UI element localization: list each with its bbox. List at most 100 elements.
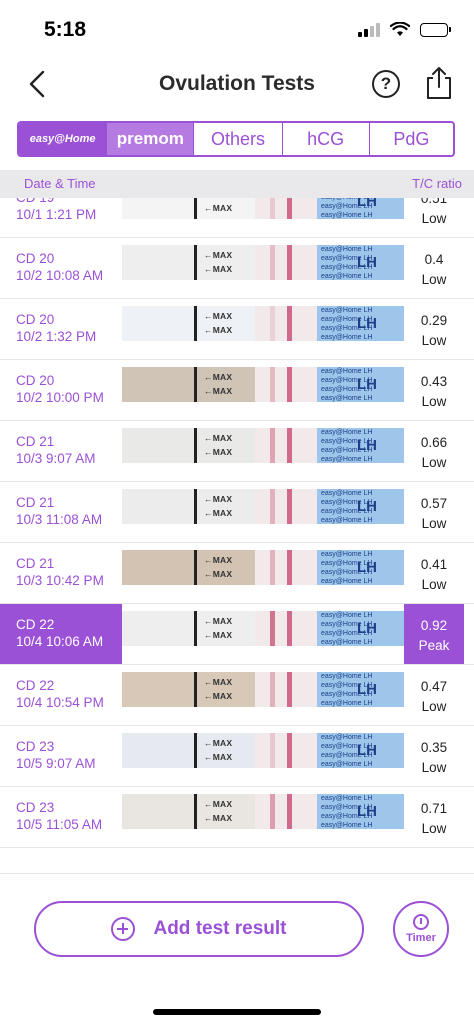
test-result-list[interactable]: CD 1910/1 1:21 PM ←MAX ←MAX easy@Home LH ea… — [0, 198, 474, 850]
test-row[interactable]: CD 20 10/2 10:00 PM ←MAX ←MAX easy@Home LH e… — [0, 360, 474, 421]
tab-premom[interactable]: premom — [107, 123, 195, 155]
status-bar: 5:18 — [0, 0, 474, 58]
test-line — [270, 733, 275, 768]
test-row-result: 0.4 Low — [404, 238, 464, 298]
share-button[interactable] — [424, 66, 454, 100]
test-strip-photo[interactable]: ←MAX ←MAX easy@Home LH easy@Home LH easy@H… — [122, 794, 404, 829]
page-title: Ovulation Tests — [159, 72, 315, 95]
test-row[interactable]: CD 21 10/3 11:08 AM ←MAX ←MAX easy@Home LH e… — [0, 482, 474, 543]
strip-brand-print: easy@Home LH easy@Home LH easy@Home LH e… — [321, 368, 373, 402]
cycle-day-label: CD 19 — [16, 198, 122, 206]
max-arrow-label: ←MAX — [204, 630, 233, 640]
strip-brand-print: easy@Home LH easy@Home LH easy@Home LH e… — [321, 429, 373, 463]
control-line — [287, 306, 292, 341]
max-arrow-label: ←MAX — [204, 447, 233, 457]
cycle-day-label: CD 20 — [16, 251, 55, 266]
max-arrow-label: ←MAX — [204, 198, 232, 199]
tab-others[interactable]: Others — [194, 123, 283, 155]
lh-label: LH — [357, 254, 377, 271]
control-line — [287, 198, 292, 219]
test-row-result: 0.47 Low — [404, 665, 464, 725]
timer-button[interactable]: Timer — [393, 901, 449, 957]
add-test-result-button[interactable]: Add test result — [34, 901, 364, 957]
test-strip-photo[interactable]: ←MAX ←MAX easy@Home LH easy@Home LH easy@H… — [122, 306, 404, 341]
test-row-date: CD 22 10/4 10:54 PM — [0, 665, 122, 725]
cycle-day-label: CD 21 — [16, 556, 55, 571]
test-row[interactable]: CD 20 10/2 10:08 AM ←MAX ←MAX easy@Home LH e… — [0, 238, 474, 299]
test-datetime-label: 10/2 10:08 AM — [16, 268, 104, 283]
chevron-left-icon — [29, 70, 45, 98]
test-datetime-label: 10/4 10:06 AM — [16, 634, 104, 649]
lh-label: LH — [357, 681, 377, 698]
max-arrow-label: ←MAX — [204, 250, 233, 260]
test-strip-photo[interactable]: ←MAX ←MAX easy@Home LH easy@Home LH easy@H… — [122, 733, 404, 768]
help-button[interactable]: ? — [372, 70, 400, 98]
test-strip-photo[interactable]: ←MAX ←MAX easy@Home LH easy@Home LH easy@H… — [122, 367, 404, 402]
tab-hcg[interactable]: hCG — [283, 123, 370, 155]
test-row[interactable]: CD 22 10/4 10:06 AM ←MAX ←MAX easy@Home LH e… — [0, 604, 474, 665]
strip-brand-print: easy@Home LH easy@Home LH easy@Home LH e… — [321, 198, 373, 219]
test-strip-photo[interactable]: ←MAX ←MAX easy@Home LH easy@Home LH easy@H… — [122, 245, 404, 280]
control-line — [287, 428, 292, 463]
max-arrow-label: ←MAX — [204, 311, 233, 321]
test-strip-photo[interactable]: ←MAX ←MAX easy@Home LH easy@Home LH easy@H… — [122, 550, 404, 585]
max-arrow-label: ←MAX — [204, 677, 233, 687]
fertility-level-label: Low — [421, 272, 447, 287]
cycle-day-label: CD 20 — [16, 373, 55, 388]
test-row[interactable]: CD 21 10/3 9:07 AM ←MAX ←MAX easy@Home LH ea… — [0, 421, 474, 482]
fertility-level-label: Low — [421, 577, 447, 592]
test-strip-photo[interactable]: ←MAX ←MAX easy@Home LH easy@Home LH easy@H… — [122, 672, 404, 707]
test-row[interactable]: CD 21 10/3 10:42 PM ←MAX ←MAX easy@Home LH e… — [0, 543, 474, 604]
table-header: Date & Time T/C ratio — [0, 170, 474, 198]
max-arrow-label: ←MAX — [204, 264, 233, 274]
fertility-level-label: Peak — [418, 638, 450, 653]
test-row-result: 0.66 Low — [404, 421, 464, 481]
lh-label: LH — [357, 803, 377, 820]
lh-label: LH — [357, 315, 377, 332]
test-strip-photo[interactable]: ←MAX ←MAX easy@Home LH easy@Home LH easy@H… — [122, 198, 404, 219]
test-row-date: CD 21 10/3 9:07 AM — [0, 421, 122, 481]
control-line — [287, 245, 292, 280]
test-row[interactable]: CD 22 10/4 10:54 PM ←MAX ←MAX easy@Home LH e… — [0, 665, 474, 726]
timer-icon — [413, 914, 429, 930]
test-datetime-label: 10/4 10:54 PM — [16, 695, 104, 710]
tc-ratio-value: 0.29 — [420, 313, 448, 328]
fertility-level-label: Low — [421, 211, 447, 226]
timer-label: Timer — [406, 932, 436, 944]
test-line — [270, 428, 275, 463]
test-row[interactable]: CD 20 10/2 1:32 PM ←MAX ←MAX easy@Home LH ea… — [0, 299, 474, 360]
test-datetime-label: 10/1 1:21 PM — [16, 207, 97, 222]
test-line — [270, 611, 275, 646]
test-row-result: 0.92 Peak — [404, 604, 464, 664]
test-row-date: CD 1910/1 1:21 PM — [0, 198, 122, 237]
test-row-result: 0.29 Low — [404, 299, 464, 359]
test-line — [270, 794, 275, 829]
column-header-date-time: Date & Time — [24, 176, 96, 191]
tab-easy-home[interactable]: easy@Home — [19, 123, 108, 155]
tc-ratio-value: 0.35 — [420, 740, 448, 755]
test-row-result: 0.51 Low — [404, 198, 464, 237]
tab-pdg[interactable]: PdG — [393, 128, 430, 149]
test-datetime-label: 10/3 10:42 PM — [16, 573, 104, 588]
max-arrow-label: ←MAX — [204, 752, 233, 762]
lh-label: LH — [357, 376, 377, 393]
strip-brand-print: easy@Home LH easy@Home LH easy@Home LH e… — [321, 795, 373, 829]
test-strip-photo[interactable]: ←MAX ←MAX easy@Home LH easy@Home LH easy@H… — [122, 611, 404, 646]
lh-label: LH — [357, 620, 377, 637]
test-line — [270, 550, 275, 585]
control-line — [287, 550, 292, 585]
test-line — [270, 198, 275, 219]
test-row[interactable]: CD 23 10/5 9:07 AM ←MAX ←MAX easy@Home LH ea… — [0, 726, 474, 787]
fertility-level-label: Low — [421, 516, 447, 531]
test-row[interactable]: CD 23 10/5 11:05 AM ←MAX ←MAX easy@Home LH e… — [0, 787, 474, 848]
max-arrow-label: ←MAX — [204, 508, 233, 518]
strip-brand-print: easy@Home LH easy@Home LH easy@Home LH e… — [321, 307, 373, 341]
test-row[interactable]: CD 1910/1 1:21 PM ←MAX ←MAX easy@Home LH ea… — [0, 198, 474, 238]
test-strip-photo[interactable]: ←MAX ←MAX easy@Home LH easy@Home LH easy@H… — [122, 428, 404, 463]
back-button[interactable] — [22, 66, 52, 102]
test-strip-photo[interactable]: ←MAX ←MAX easy@Home LH easy@Home LH easy@H… — [122, 489, 404, 524]
tc-ratio-value: 0.66 — [420, 435, 448, 450]
cycle-day-label: CD 21 — [16, 495, 55, 510]
fertility-level-label: Low — [421, 394, 447, 409]
strip-brand-print: easy@Home LH easy@Home LH easy@Home LH e… — [321, 551, 373, 585]
